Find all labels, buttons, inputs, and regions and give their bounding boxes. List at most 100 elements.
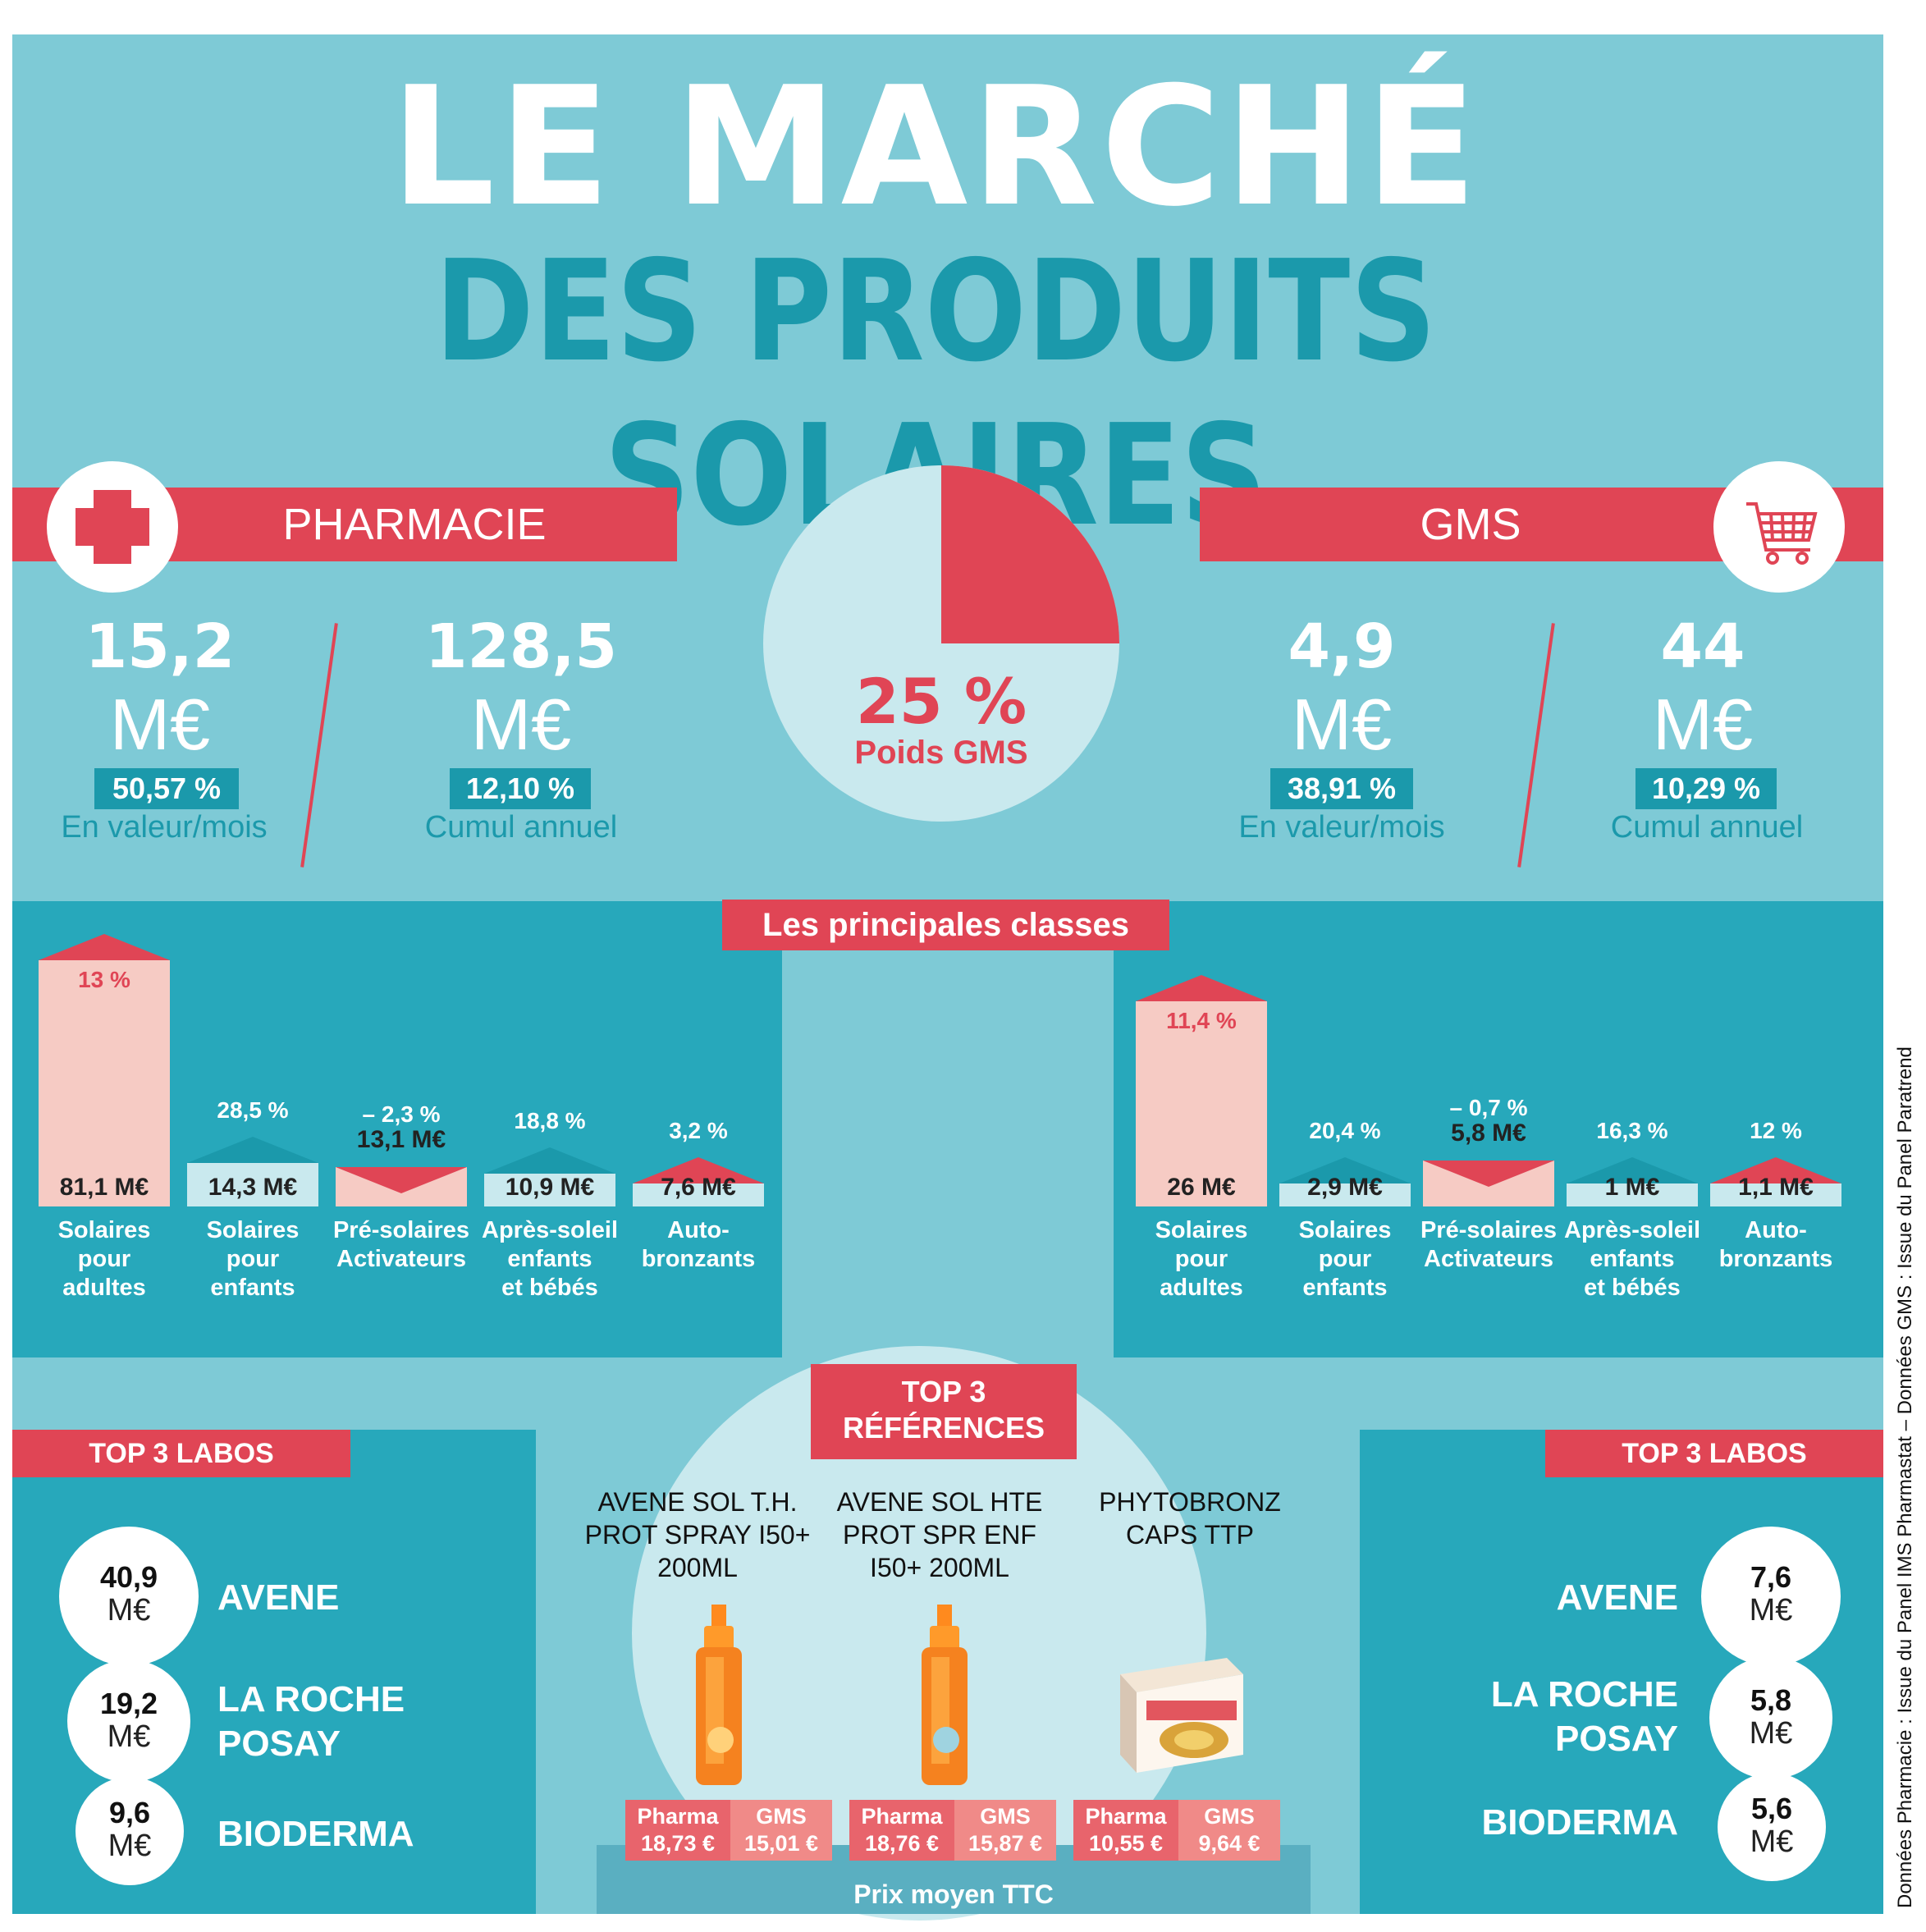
gms-month-pct: 38,91 %	[1270, 768, 1413, 809]
class-growth-pct: 3,2 %	[669, 1117, 728, 1143]
class-category-label-line: Activateurs	[336, 1246, 466, 1272]
trend-up-arrow	[1567, 1157, 1698, 1183]
gms-badge	[1713, 461, 1845, 593]
top3-references-tag: TOP 3 RÉFÉRENCES	[811, 1364, 1077, 1459]
class-value: 7,6 M€	[661, 1174, 736, 1201]
class-bar	[187, 1163, 318, 1206]
class-growth-pct: – 2,3 %	[362, 1101, 441, 1127]
gms-year-unit: M€	[1652, 684, 1754, 765]
reference-price-pharma: Pharma 18,73 €	[625, 1800, 730, 1861]
class-category-label-line: bronzants	[1718, 1246, 1833, 1272]
class-category-label-line: Solaires	[57, 1217, 151, 1243]
gms-label: GMS	[1420, 500, 1521, 549]
gms-year-label: Cumul annuel	[1610, 810, 1804, 845]
class-bar	[484, 1173, 615, 1206]
class-category-label-line: pour	[77, 1246, 131, 1272]
class-growth-pct: 20,4 %	[1309, 1118, 1381, 1143]
class-category-label: Auto-bronzants	[620, 1216, 776, 1274]
class-growth-pct: 13 %	[78, 967, 130, 992]
class-category-label-line: enfants	[1302, 1275, 1388, 1301]
lab-name-line: POSAY	[217, 1724, 341, 1764]
price-gms-value: 9,64 €	[1198, 1831, 1260, 1856]
class-category-label: Solaires pour enfants	[175, 1216, 331, 1302]
class-category-label-line: et bébés	[501, 1275, 598, 1301]
class-category-label-line: pour	[226, 1246, 280, 1272]
pie-percent: 25 %	[855, 665, 1027, 738]
price-gms-value: 15,01 €	[743, 1831, 819, 1856]
class-category-label: Auto-bronzants	[1698, 1216, 1854, 1274]
pharmacie-year-unit: M€	[470, 684, 572, 765]
class-category-label-line: pour	[1174, 1246, 1228, 1272]
class-category-label-line: Activateurs	[1424, 1246, 1553, 1272]
spray-bottle-icon	[922, 1605, 968, 1785]
lab-unit: M€	[107, 1593, 151, 1628]
lab-name-line: BIODERMA	[217, 1814, 414, 1854]
reference-name-line: AVENE SOL T.H.	[597, 1487, 798, 1517]
cross-icon	[75, 490, 149, 564]
class-category-label: Solaires pour adultes	[1123, 1216, 1279, 1302]
pharmacie-classes-chart: 13 % 81,1 M€ Solaires pour adultes 28,5 % 14,3…	[12, 901, 782, 1357]
class-growth-pct: 11,4 %	[1166, 1008, 1237, 1033]
pharmacie-year-pct: 12,10 %	[450, 768, 591, 809]
pie-caption: Poids GMS	[854, 735, 1028, 771]
lab-name-line: POSAY	[1554, 1719, 1678, 1759]
lab-value-circle: 40,9 M€	[59, 1527, 199, 1666]
class-value: 2,9 M€	[1307, 1174, 1383, 1201]
gms-year-value: 44	[1660, 611, 1745, 682]
trend-up-arrow	[39, 934, 170, 960]
class-category-label-line: Auto-	[1745, 1217, 1807, 1243]
lab-name: LA ROCHE POSAY	[217, 1678, 405, 1766]
title-line-1: LE MARCHÉ	[390, 52, 1481, 243]
lab-name: LA ROCHE POSAY	[1395, 1673, 1678, 1761]
class-category-label-line: adultes	[1160, 1275, 1243, 1301]
class-category-label: Après-soleil enfants et bébés	[472, 1216, 628, 1302]
gms-month-value: 4,9	[1288, 611, 1396, 682]
class-growth-pct: 16,3 %	[1596, 1118, 1668, 1143]
lab-unit: M€	[108, 1829, 152, 1863]
lab-value: 5,8	[1750, 1683, 1792, 1717]
lab-name: AVENE	[1395, 1576, 1678, 1620]
price-gms-label: GMS	[1204, 1804, 1255, 1829]
trend-up-arrow	[1279, 1157, 1411, 1183]
reference-price-gms: GMS 15,01 €	[730, 1800, 832, 1861]
reference-name: PHYTOBRONZ CAPS TTP	[1067, 1486, 1313, 1551]
trend-up-arrow	[633, 1156, 764, 1183]
gms-month-unit: M€	[1291, 684, 1393, 765]
lab-name: AVENE	[217, 1576, 339, 1620]
class-value: 26 M€	[1167, 1174, 1236, 1201]
class-value: 5,8 M€	[1451, 1119, 1526, 1147]
class-value: 13,1 M€	[356, 1125, 446, 1153]
class-category-label-line: et bébés	[1584, 1275, 1681, 1301]
reference-name-line: CAPS TTP	[1126, 1520, 1254, 1550]
reference-name-line: PROT SPR ENF	[843, 1520, 1036, 1550]
class-bar	[1710, 1183, 1841, 1206]
trend-down-arrow	[336, 1166, 467, 1193]
class-category-label-line: pour	[1318, 1246, 1372, 1272]
class-growth-pct: – 0,7 %	[1449, 1095, 1528, 1121]
gms-share-pie	[763, 465, 1119, 822]
trend-up-arrow	[187, 1137, 318, 1164]
class-growth-pct: 28,5 %	[217, 1097, 289, 1124]
class-value: 14,3 M€	[208, 1174, 298, 1201]
source-note: Données Pharmacie : Issue du Panel IMS P…	[1894, 1046, 1916, 1908]
class-bar	[39, 960, 170, 1206]
class-bar	[1136, 1001, 1267, 1206]
price-pharma-value: 18,73 €	[640, 1831, 716, 1856]
lab-value: 40,9	[99, 1560, 158, 1594]
trend-up-arrow	[1710, 1157, 1841, 1183]
class-value: 10,9 M€	[505, 1174, 595, 1201]
gms-month-label: En valeur/mois	[1238, 810, 1445, 845]
price-gms-label: GMS	[756, 1804, 807, 1829]
price-pharma-value: 10,55 €	[1088, 1831, 1164, 1856]
reference-name-line: PROT SPRAY I50+	[584, 1520, 811, 1550]
trend-up-arrow	[484, 1147, 615, 1174]
class-category-label: Après-soleil enfants et bébés	[1554, 1216, 1710, 1302]
reference-name-line: PHYTOBRONZ	[1099, 1487, 1281, 1517]
class-category-label-line: Pré-solaires	[332, 1217, 470, 1243]
price-pharma-label: Pharma	[861, 1804, 943, 1829]
class-category-label: Pré-solaires Activateurs	[323, 1216, 479, 1274]
lab-name: BIODERMA	[217, 1812, 414, 1856]
class-category-label-line: Auto-	[667, 1217, 730, 1243]
class-value: 1 M€	[1604, 1174, 1660, 1201]
pharmacie-month-unit: M€	[109, 684, 211, 765]
